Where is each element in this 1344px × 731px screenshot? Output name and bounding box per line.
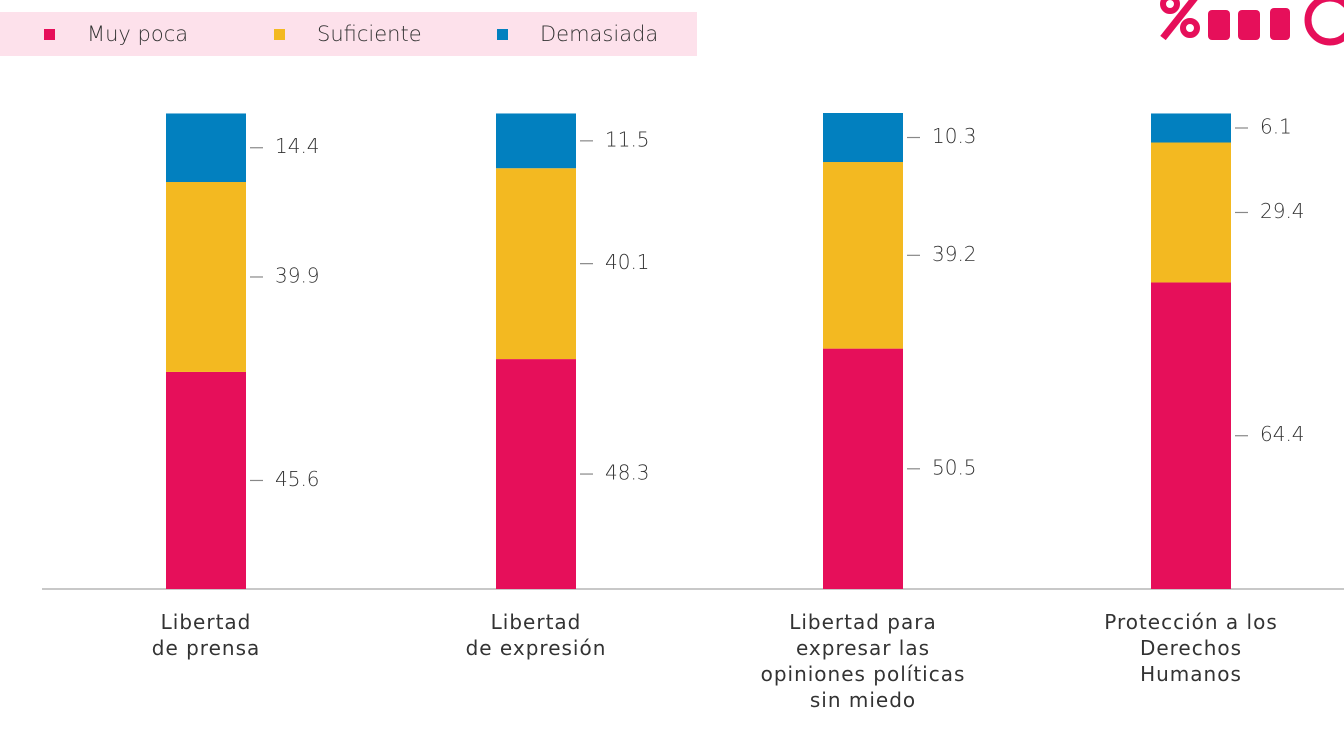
bar-segment	[166, 113, 246, 183]
bar-segment	[823, 113, 903, 163]
legend-label: Demasiada	[540, 22, 658, 46]
category-label: Libertad para expresar las opiniones pol…	[760, 610, 966, 712]
value-label: 50.5	[932, 455, 977, 479]
legend-swatch	[44, 29, 55, 40]
value-label: 14.4	[275, 134, 320, 158]
bar-segment	[823, 162, 903, 349]
bar-segment	[1151, 282, 1231, 589]
logo	[1160, 0, 1344, 46]
legend-label: Muy poca	[87, 22, 188, 46]
bar-segment	[1151, 113, 1231, 143]
legend-background	[0, 12, 697, 56]
category-label: Libertad de expresión	[465, 610, 607, 660]
bar-segment	[496, 113, 576, 169]
legend-swatch	[497, 29, 508, 40]
value-label: 6.1	[1260, 114, 1292, 138]
value-label: 40.1	[605, 250, 650, 274]
bar-segment	[823, 348, 903, 589]
value-label: 29.4	[1260, 199, 1305, 223]
bar-segment	[496, 359, 576, 589]
bar-segment	[166, 182, 246, 372]
legend-label: Suficiente	[317, 22, 422, 46]
value-label: 10.3	[932, 124, 977, 148]
value-label: 11.5	[605, 127, 650, 151]
value-label: 39.9	[275, 263, 320, 287]
category-label: Libertad de prensa	[151, 610, 261, 660]
value-label: 48.3	[605, 461, 650, 485]
category-label: Protección a los Derechos Humanos	[1104, 610, 1278, 686]
bar-segment	[1151, 142, 1231, 283]
bar-segment	[496, 168, 576, 360]
value-label: 45.6	[275, 467, 320, 491]
value-label: 39.2	[932, 242, 977, 266]
value-label: 64.4	[1260, 422, 1305, 446]
legend-swatch	[274, 29, 285, 40]
bar-segment	[166, 371, 246, 589]
